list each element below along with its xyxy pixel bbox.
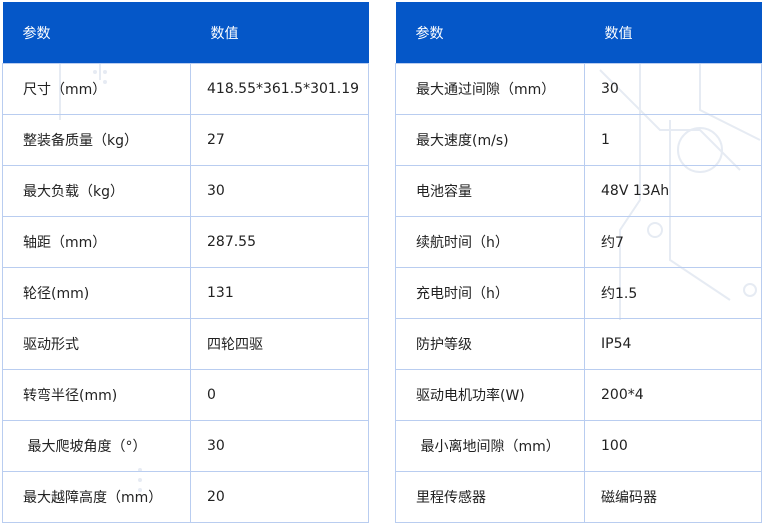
table-row: 防护等级 IP54 [395, 318, 762, 370]
param-name-cell: 最大通过间隙（mm） [395, 63, 585, 115]
table-row: 最大越障高度（mm） 20 [2, 471, 369, 523]
param-name-cell: 整装备质量（kg） [2, 114, 191, 166]
param-name-cell: 最大速度(m/s) [395, 114, 585, 166]
table-row: 电池容量 48V 13Ah [395, 165, 762, 217]
param-value-cell: 131 [190, 267, 369, 319]
param-name-cell: 里程传感器 [395, 471, 585, 523]
table-row: 里程传感器 磁编码器 [395, 471, 762, 523]
param-value-cell: 四轮四驱 [190, 318, 369, 370]
table-row: 驱动电机功率(W) 200*4 [395, 369, 762, 421]
param-name-cell: 尺寸（mm） [2, 63, 191, 115]
param-name-cell: 充电时间（h） [395, 267, 585, 319]
param-name-cell: 最小离地间隙（mm） [395, 420, 585, 472]
table-row: 尺寸（mm） 418.55*361.5*301.19 [2, 63, 369, 115]
param-value-cell: 30 [190, 165, 369, 217]
param-name-cell: 电池容量 [395, 165, 585, 217]
param-name-cell: 最大越障高度（mm） [2, 471, 191, 523]
header-param: 参数 [2, 2, 191, 64]
table-row: 充电时间（h） 约1.5 [395, 267, 762, 319]
param-name-cell: 续航时间（h） [395, 216, 585, 268]
param-value-cell: 200*4 [584, 369, 762, 421]
param-name-cell: 驱动形式 [2, 318, 191, 370]
param-value-cell: 48V 13Ah [584, 165, 762, 217]
param-value-cell: 27 [190, 114, 369, 166]
table-row: 整装备质量（kg） 27 [2, 114, 369, 166]
param-value-cell: 约1.5 [584, 267, 762, 319]
table-row: 转弯半径(mm) 0 [2, 369, 369, 421]
header-value: 数值 [190, 2, 369, 64]
param-value-cell: 0 [190, 369, 369, 421]
table-row: 最大负载（kg） 30 [2, 165, 369, 217]
param-value-cell: 20 [190, 471, 369, 523]
param-name-cell: 轴距（mm） [2, 216, 191, 268]
param-value-cell: 30 [190, 420, 369, 472]
spec-table-left: 参数 数值 尺寸（mm） 418.55*361.5*301.19 整装备质量（kg）… [2, 2, 369, 523]
param-value-cell: 约7 [584, 216, 762, 268]
param-name-cell: 转弯半径(mm) [2, 369, 191, 421]
param-name-cell: 防护等级 [395, 318, 585, 370]
param-name-cell: 最大爬坡角度（°） [2, 420, 191, 472]
param-name-cell: 驱动电机功率(W) [395, 369, 585, 421]
param-value-cell: 100 [584, 420, 762, 472]
table-row: 轮径(mm) 131 [2, 267, 369, 319]
header-param: 参数 [395, 2, 585, 64]
table-row: 最大速度(m/s) 1 [395, 114, 762, 166]
table-row: 续航时间（h） 约7 [395, 216, 762, 268]
table-row: 驱动形式 四轮四驱 [2, 318, 369, 370]
param-value-cell: 1 [584, 114, 762, 166]
table-header-row: 参数 数值 [395, 2, 762, 64]
table-header-row: 参数 数值 [2, 2, 369, 64]
table-row: 轴距（mm） 287.55 [2, 216, 369, 268]
param-value-cell: 磁编码器 [584, 471, 762, 523]
spec-table-right: 参数 数值 最大通过间隙（mm） 30 最大速度(m/s) 1 电池容量 48V 13Ah… [395, 2, 762, 523]
header-value: 数值 [584, 2, 762, 64]
param-value-cell: 30 [584, 63, 762, 115]
table-row: 最大爬坡角度（°） 30 [2, 420, 369, 472]
table-row: 最小离地间隙（mm） 100 [395, 420, 762, 472]
param-value-cell: IP54 [584, 318, 762, 370]
param-value-cell: 287.55 [190, 216, 369, 268]
param-name-cell: 轮径(mm) [2, 267, 191, 319]
param-value-cell: 418.55*361.5*301.19 [190, 63, 369, 115]
param-name-cell: 最大负载（kg） [2, 165, 191, 217]
table-row: 最大通过间隙（mm） 30 [395, 63, 762, 115]
